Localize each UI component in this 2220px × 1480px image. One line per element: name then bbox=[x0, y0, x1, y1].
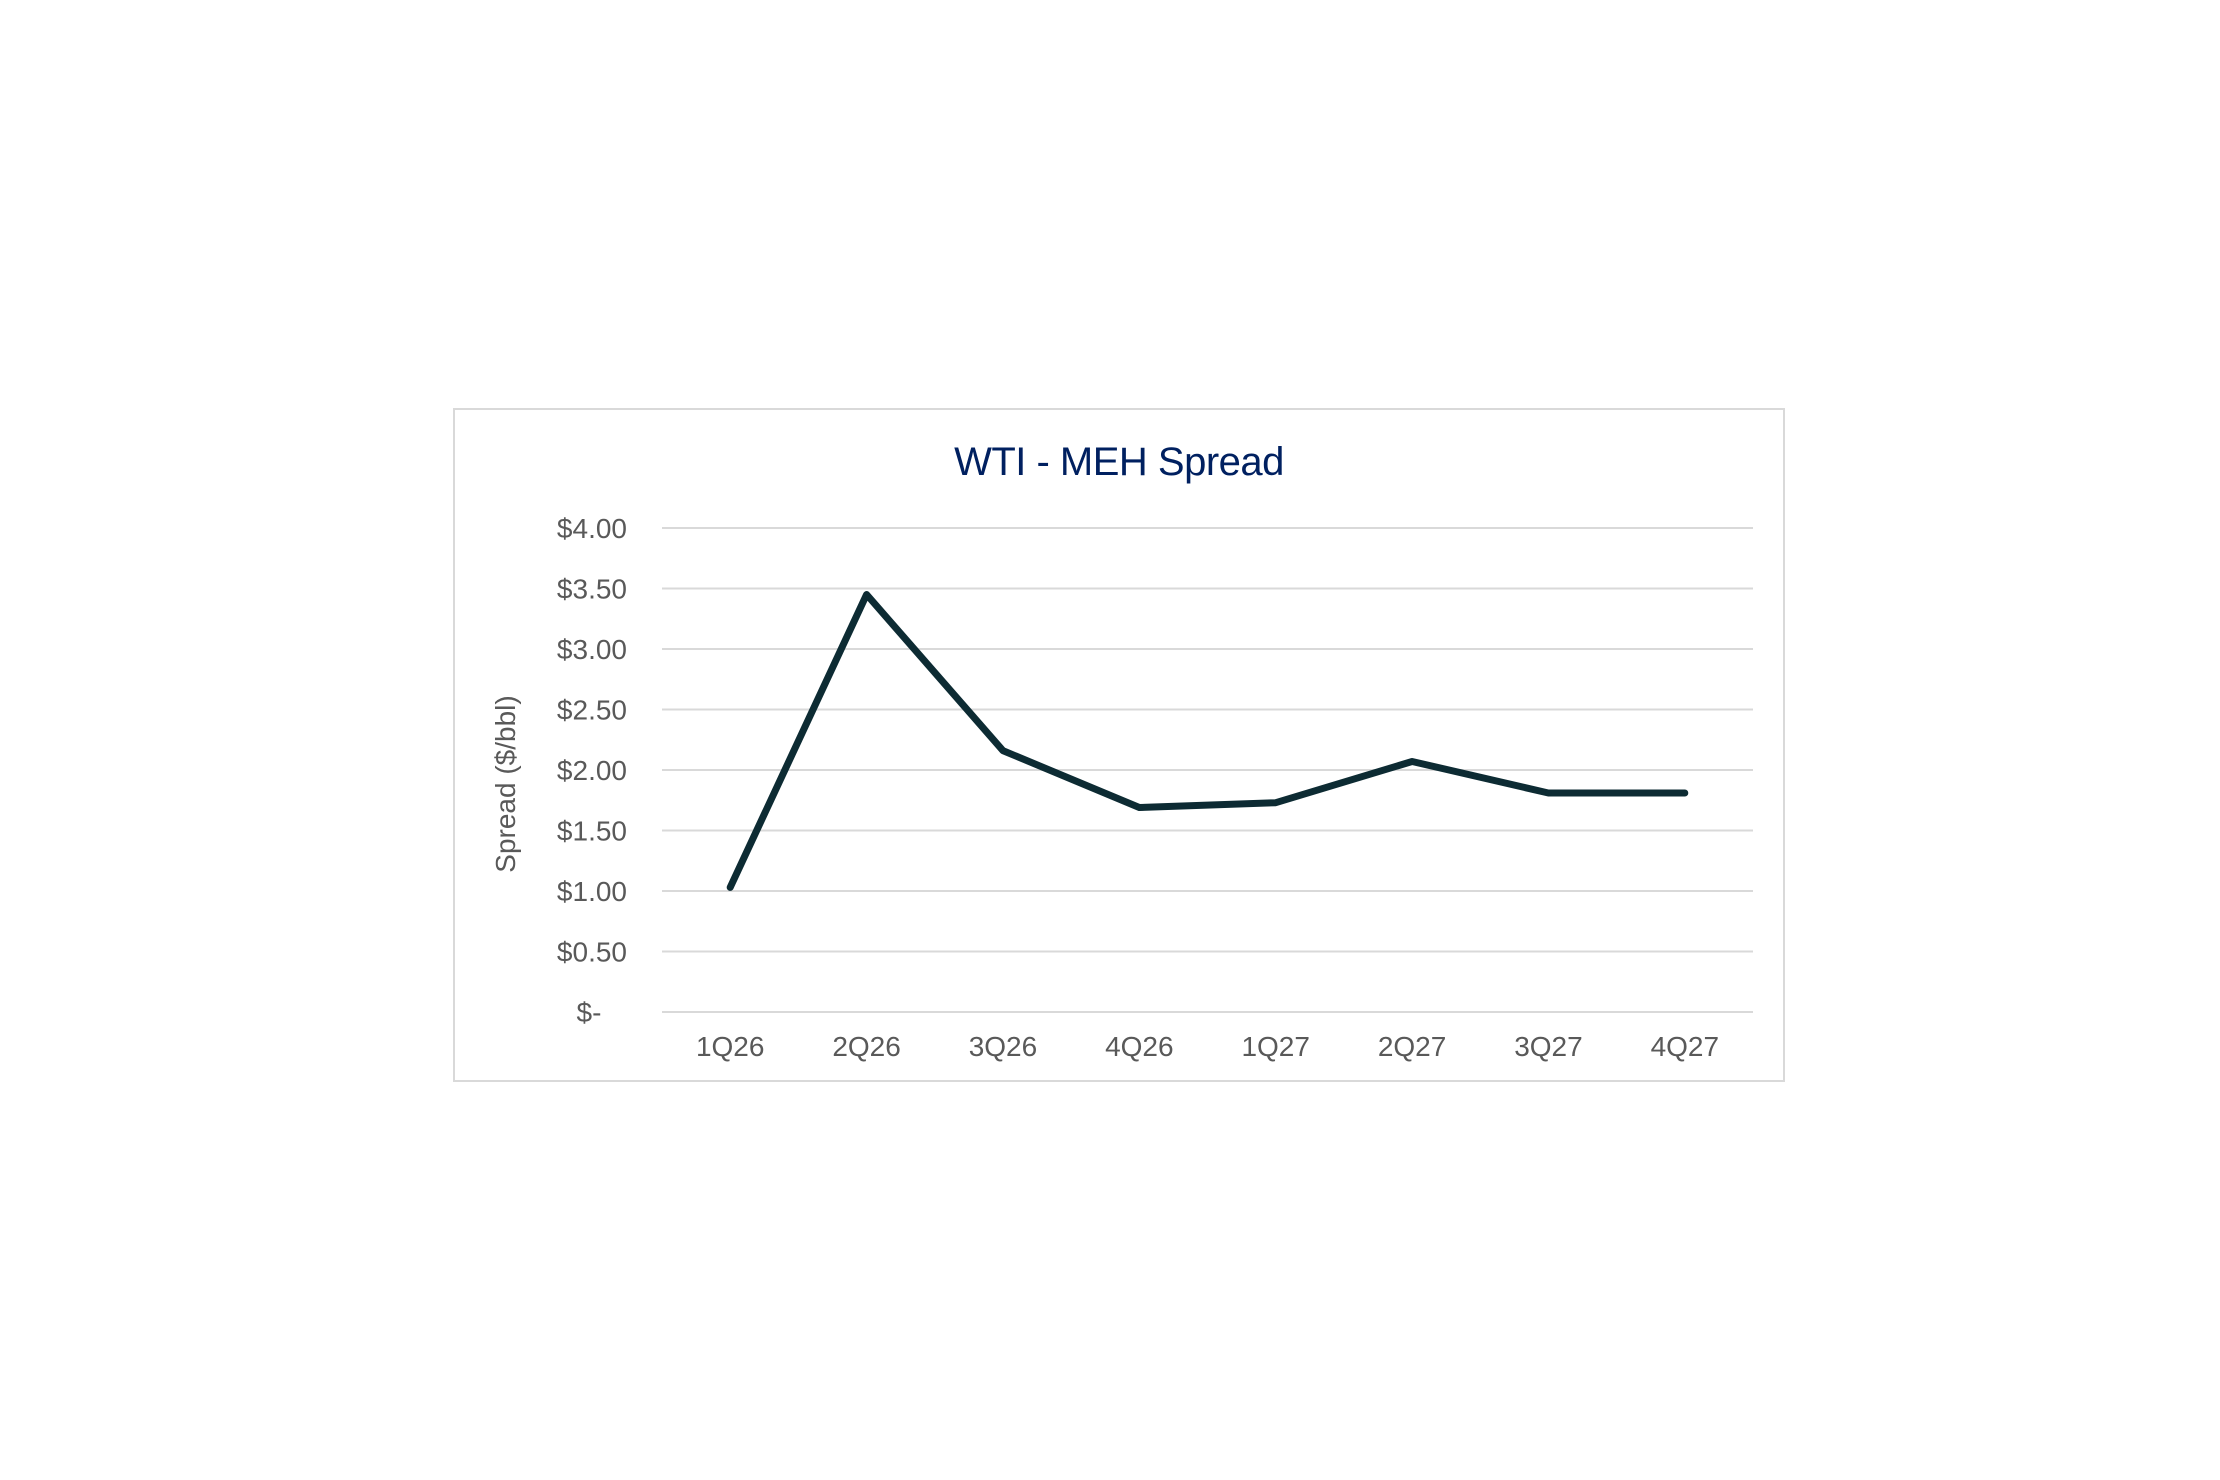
data-point bbox=[863, 591, 870, 598]
y-tick-label: $2.00 bbox=[557, 755, 627, 786]
data-point bbox=[1136, 804, 1143, 811]
y-axis-title: Spread ($/bbl) bbox=[490, 695, 521, 872]
data-point bbox=[999, 747, 1006, 754]
x-tick-label: 2Q26 bbox=[832, 1031, 901, 1062]
y-tick-label: $1.00 bbox=[557, 876, 627, 907]
series-line bbox=[726, 591, 1689, 891]
chart-title: WTI - MEH Spread bbox=[954, 440, 1284, 484]
y-tick-label: $2.50 bbox=[557, 695, 627, 726]
data-point bbox=[1409, 758, 1416, 765]
data-point bbox=[727, 884, 734, 891]
x-tick-label: 4Q27 bbox=[1651, 1031, 1720, 1062]
y-tick-label: $1.50 bbox=[557, 816, 627, 847]
x-tick-label: 4Q26 bbox=[1105, 1031, 1174, 1062]
x-tick-label: 3Q26 bbox=[969, 1031, 1038, 1062]
y-tick-label: $0.50 bbox=[557, 937, 627, 968]
x-tick-label: 1Q26 bbox=[696, 1031, 765, 1062]
chart-frame: WTI - MEH Spread $- $0.50 $1.00 $1.50 $2.00 $… bbox=[453, 408, 1785, 1082]
data-point bbox=[1545, 789, 1552, 796]
y-tick-label: $4.00 bbox=[557, 513, 627, 544]
data-point bbox=[1272, 799, 1279, 806]
gridlines bbox=[662, 527, 1753, 1013]
y-tick-labels: $- $0.50 $1.00 $1.50 $2.00 $2.50 $3.00 $3.50 $4.… bbox=[557, 513, 627, 1028]
data-point bbox=[1681, 789, 1688, 796]
x-tick-label: 2Q27 bbox=[1378, 1031, 1447, 1062]
series bbox=[726, 591, 1689, 891]
y-tick-label: $3.00 bbox=[557, 634, 627, 665]
line-chart: $- $0.50 $1.00 $1.50 $2.00 $2.50 $3.00 $3.50 $4.… bbox=[490, 513, 1753, 1062]
x-tick-labels: 1Q26 2Q26 3Q26 4Q26 1Q27 2Q27 3Q27 4Q27 bbox=[696, 1031, 1719, 1062]
x-tick-label: 1Q27 bbox=[1241, 1031, 1310, 1062]
y-tick-label: $3.50 bbox=[557, 574, 627, 605]
y-tick-label: $- bbox=[577, 997, 602, 1028]
x-tick-label: 3Q27 bbox=[1514, 1031, 1583, 1062]
